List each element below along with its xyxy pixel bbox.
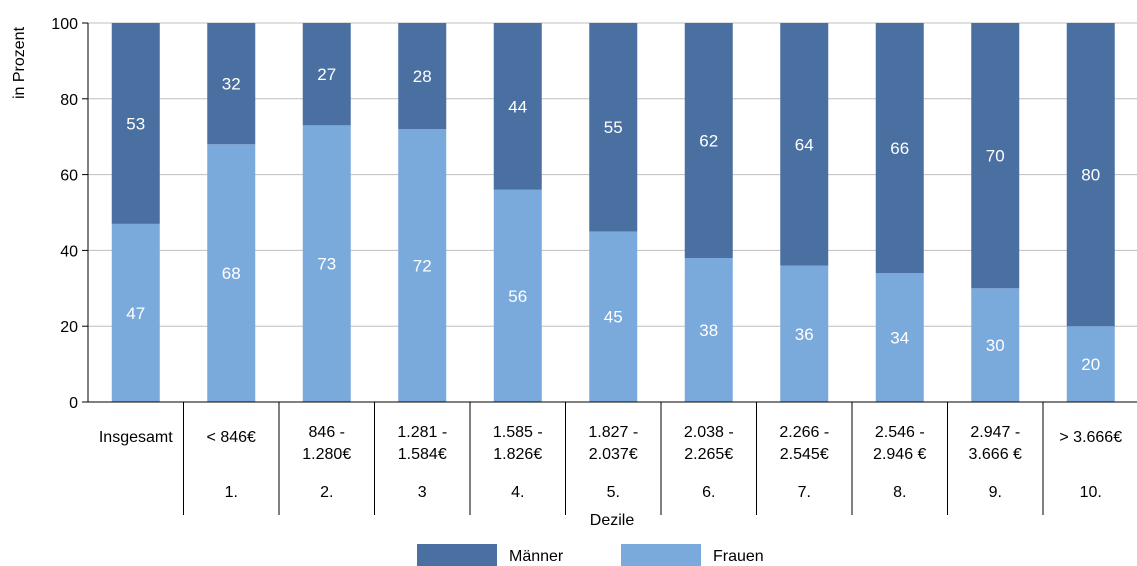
bar-segment-maenner	[875, 23, 924, 274]
data-label-maenner: 64	[795, 135, 814, 154]
y-axis-label: in Prozent	[11, 26, 28, 99]
decile-label: 2.	[320, 484, 333, 501]
x-tick-label: Insgesamt	[99, 429, 173, 446]
bar-segment-frauen	[589, 231, 638, 402]
data-label-maenner: 28	[413, 67, 432, 86]
x-tick-label: 1.827 -	[588, 424, 638, 441]
data-label-frauen: 34	[890, 329, 909, 348]
legend-label: Frauen	[713, 548, 764, 565]
legend-swatch-frauen	[621, 544, 701, 566]
y-tick-label: 20	[60, 319, 78, 336]
y-tick-label: 100	[51, 16, 78, 33]
bar-segment-frauen	[684, 257, 733, 402]
x-tick-label: 846 -	[309, 424, 345, 441]
data-label-maenner: 44	[508, 97, 527, 116]
y-tick-label: 80	[60, 92, 78, 109]
x-tick-label: > 3.666€	[1059, 429, 1122, 446]
decile-label: 9.	[989, 484, 1002, 501]
data-label-frauen: 73	[317, 255, 336, 274]
data-label-frauen: 72	[413, 257, 432, 276]
bar-segment-maenner	[589, 23, 638, 232]
legend-swatch-maenner	[417, 544, 497, 566]
bar-segment-maenner	[684, 23, 733, 258]
data-label-frauen: 68	[222, 264, 241, 283]
x-tick-label: 2.546 -	[875, 424, 925, 441]
x-tick-label: 2.265€	[684, 446, 733, 463]
bar-segment-maenner	[780, 23, 829, 266]
x-tick-label: 2.946 €	[873, 446, 926, 463]
x-tick-label: < 846€	[207, 429, 256, 446]
x-tick-label: 1.585 -	[493, 424, 543, 441]
bar-segment-frauen	[875, 273, 924, 402]
bar-segment-frauen	[302, 125, 351, 402]
data-label-frauen: 30	[986, 336, 1005, 355]
bar-segment-maenner	[207, 23, 256, 145]
legend: Männer Frauen	[417, 544, 764, 566]
data-label-maenner: 27	[317, 65, 336, 84]
bar-segment-maenner	[971, 23, 1020, 289]
legend-label: Männer	[509, 548, 564, 565]
bar-segment-maenner	[493, 23, 542, 190]
bar-segment-frauen	[971, 288, 1020, 402]
bar-segment-maenner	[111, 23, 160, 224]
data-label-maenner: 53	[126, 114, 145, 133]
data-label-frauen: 38	[699, 321, 718, 340]
x-tick-label: 1.584€	[398, 446, 447, 463]
x-tick-label: 1.280€	[302, 446, 351, 463]
bar-segment-frauen	[398, 129, 447, 402]
y-axis: 0 20 40 60 80 100	[51, 16, 89, 412]
x-axis-label: Dezile	[590, 512, 635, 529]
decile-label: 7.	[798, 484, 811, 501]
x-tick-label: 1.826€	[493, 446, 542, 463]
data-label-maenner: 62	[699, 131, 718, 150]
decile-label: 8.	[893, 484, 906, 501]
x-tick-label: 2.038 -	[684, 424, 734, 441]
bar-segment-frauen	[111, 223, 160, 402]
bars: 47 53 68 32 73 27 72 28 56 44 45 55 38 62 36 64 34 66 30 70…	[111, 23, 1115, 402]
bar-segment-frauen	[493, 189, 542, 402]
bar-segment-maenner	[398, 23, 447, 130]
x-tick-label: 2.037€	[589, 446, 638, 463]
y-tick-label: 40	[60, 243, 78, 260]
data-label-maenner: 70	[986, 147, 1005, 166]
y-tick-label: 0	[69, 395, 78, 412]
decile-label: 1.	[225, 484, 238, 501]
data-label-maenner: 55	[604, 118, 623, 137]
x-tick-label: 3.666 €	[969, 446, 1022, 463]
data-label-frauen: 20	[1081, 355, 1100, 374]
data-label-frauen: 56	[508, 287, 527, 306]
data-label-maenner: 66	[890, 139, 909, 158]
y-tick-label: 60	[60, 168, 78, 185]
decile-label: 10.	[1080, 484, 1102, 501]
bar-segment-frauen	[780, 265, 829, 402]
x-tick-label: 2.947 -	[970, 424, 1020, 441]
bar-segment-maenner	[1066, 23, 1115, 327]
bar-segment-frauen	[207, 144, 256, 402]
data-label-frauen: 36	[795, 325, 814, 344]
x-tick-label: 2.266 -	[779, 424, 829, 441]
decile-label: 6.	[702, 484, 715, 501]
x-tick-label: 2.545€	[780, 446, 829, 463]
bar-segment-maenner	[302, 23, 351, 126]
data-label-maenner: 80	[1081, 166, 1100, 185]
x-axis: Insgesamt < 846€ 1. 846 - 1.280€ 2. 1.281 - 1.5…	[82, 401, 1137, 515]
decile-label: 3	[418, 484, 427, 501]
decile-label: 4.	[511, 484, 524, 501]
data-label-maenner: 32	[222, 75, 241, 94]
data-label-frauen: 47	[126, 304, 145, 323]
decile-label: 5.	[607, 484, 620, 501]
data-label-frauen: 45	[604, 308, 623, 327]
x-tick-label: 1.281 -	[397, 424, 447, 441]
bar-segment-frauen	[1066, 326, 1115, 402]
